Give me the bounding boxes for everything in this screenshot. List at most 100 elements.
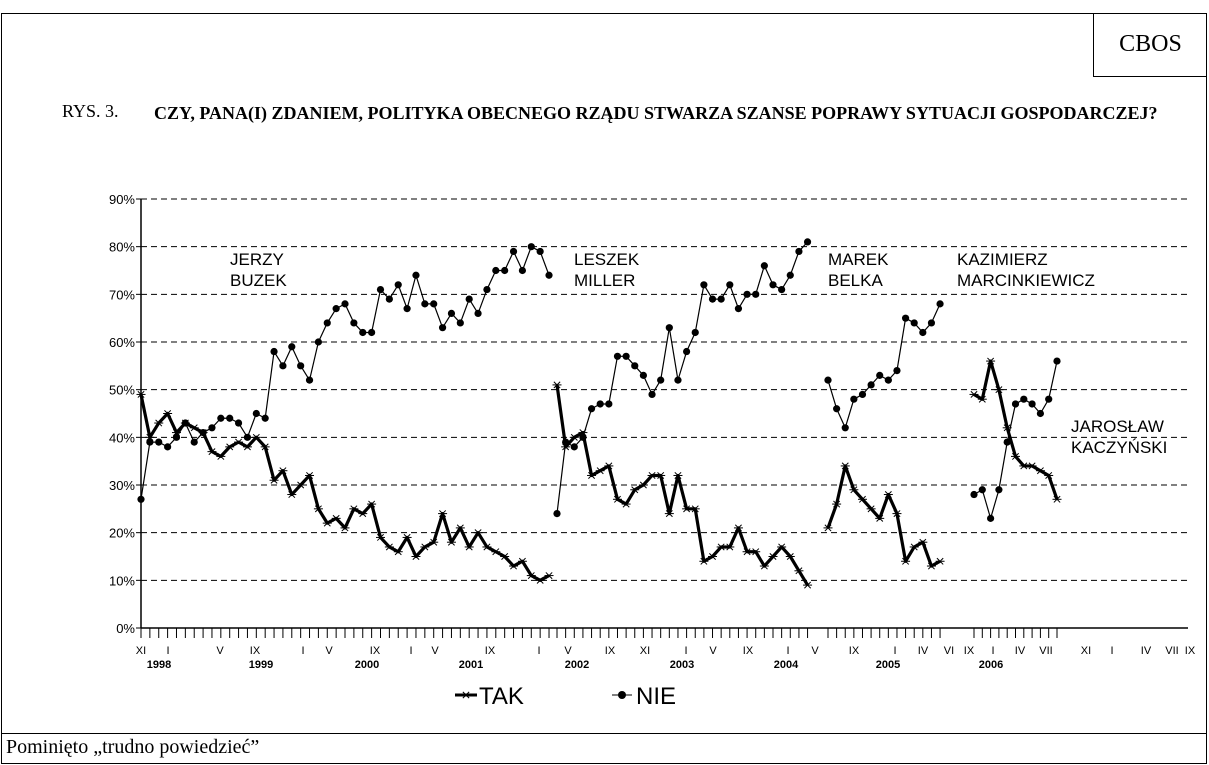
tak-line bbox=[826, 464, 941, 568]
tak-marker bbox=[726, 543, 734, 551]
nie-point bbox=[562, 438, 570, 446]
nie-point bbox=[631, 362, 639, 370]
nie-point bbox=[605, 400, 613, 408]
tak-marker bbox=[910, 543, 918, 551]
nie-point bbox=[1045, 395, 1053, 403]
label-kaczynski: KACZYŃSKI bbox=[1071, 438, 1167, 457]
label-buzek: JERZY bbox=[230, 250, 284, 269]
nie-point bbox=[927, 319, 936, 327]
y-tick-label: 50% bbox=[109, 383, 135, 398]
nie-point bbox=[622, 352, 630, 360]
tak-marker bbox=[403, 533, 411, 541]
tak-marker bbox=[596, 467, 604, 475]
label-miller: LESZEK bbox=[574, 250, 640, 269]
nie-point bbox=[1053, 357, 1061, 365]
x-month-label: IV bbox=[918, 645, 929, 657]
x-month-label: IX bbox=[743, 645, 754, 657]
nie-point bbox=[545, 271, 553, 279]
x-month-label: XI bbox=[640, 645, 650, 657]
nie-point bbox=[648, 390, 656, 399]
footnote: Pominięto „trudno powiedzieć” bbox=[6, 736, 260, 758]
nie-point bbox=[155, 438, 163, 446]
nie-point bbox=[579, 433, 587, 441]
tak-marker bbox=[824, 524, 832, 532]
legend-nie-label: NIE bbox=[636, 683, 676, 710]
tak-marker bbox=[376, 533, 384, 541]
nie-point bbox=[305, 376, 314, 384]
x-month-label: I bbox=[409, 645, 412, 657]
tak-marker bbox=[613, 495, 621, 503]
nie-point bbox=[639, 371, 648, 379]
tak-marker bbox=[323, 519, 331, 527]
tak-marker bbox=[631, 486, 639, 494]
tak-marker bbox=[700, 557, 708, 565]
nie-point bbox=[752, 290, 760, 298]
nie-point bbox=[217, 414, 225, 422]
tak-marker bbox=[462, 691, 470, 699]
nie-point bbox=[518, 266, 527, 275]
tak-marker bbox=[709, 552, 717, 561]
nie-point bbox=[208, 424, 216, 432]
nie-point bbox=[146, 438, 154, 446]
tak-line bbox=[139, 394, 550, 582]
x-year-label: 2002 bbox=[565, 659, 589, 671]
y-tick-label: 20% bbox=[109, 526, 135, 541]
x-month-label: I bbox=[991, 645, 994, 657]
tak-marker bbox=[987, 357, 995, 365]
tak-marker bbox=[622, 500, 630, 508]
tak-marker bbox=[439, 510, 447, 518]
tak-marker bbox=[306, 471, 314, 479]
label-buzek: BUZEK bbox=[230, 271, 287, 290]
nie-point bbox=[350, 319, 358, 327]
nie-point bbox=[412, 271, 420, 279]
tak-marker bbox=[368, 500, 376, 508]
y-tick-label: 40% bbox=[109, 430, 135, 445]
nie-point bbox=[438, 324, 447, 332]
x-month-label: V bbox=[564, 645, 572, 657]
nie-point bbox=[394, 281, 402, 289]
nie-point bbox=[708, 295, 717, 303]
nie-point bbox=[527, 243, 535, 251]
legend-tak-label: TAK bbox=[479, 683, 524, 710]
nie-point bbox=[164, 443, 172, 451]
nie-point bbox=[726, 281, 734, 289]
tak-marker bbox=[518, 557, 526, 565]
figure-label: RYS. 3. bbox=[62, 101, 119, 121]
tak-marker bbox=[350, 505, 358, 513]
nie-point bbox=[474, 309, 482, 317]
tak-marker bbox=[243, 443, 251, 451]
nie-point bbox=[190, 438, 198, 446]
series-tak bbox=[136, 357, 1062, 589]
nie-point bbox=[252, 409, 260, 418]
tak-marker bbox=[501, 552, 509, 561]
nie-point bbox=[665, 324, 673, 332]
tak-marker bbox=[385, 543, 393, 551]
nie-point bbox=[596, 400, 604, 408]
x-month-label: I bbox=[684, 645, 687, 657]
tak-marker bbox=[902, 557, 910, 565]
x-month-label: XI bbox=[136, 645, 146, 657]
y-tick-label: 60% bbox=[109, 335, 135, 350]
nie-point bbox=[824, 376, 832, 384]
x-year-label: 2003 bbox=[670, 659, 694, 671]
x-month-label: IX bbox=[964, 645, 975, 657]
nie-point bbox=[297, 362, 305, 370]
x-month-label: V bbox=[216, 645, 224, 657]
x-month-label: IV bbox=[1015, 645, 1026, 657]
nie-point bbox=[199, 428, 207, 437]
tak-marker bbox=[297, 481, 305, 489]
nie-point bbox=[385, 295, 393, 303]
nie-point bbox=[172, 433, 181, 441]
tak-marker bbox=[1036, 467, 1044, 475]
nie-point bbox=[674, 376, 682, 384]
nie-point bbox=[465, 295, 473, 303]
y-tick-label: 30% bbox=[109, 478, 135, 493]
tak-line bbox=[973, 359, 1059, 500]
nie-point bbox=[1011, 400, 1020, 408]
nie-point bbox=[919, 328, 927, 337]
nie-point bbox=[430, 300, 438, 308]
tak-marker bbox=[795, 567, 803, 575]
nie-point bbox=[483, 285, 491, 294]
tak-marker bbox=[332, 514, 340, 522]
tak-marker bbox=[884, 491, 892, 499]
